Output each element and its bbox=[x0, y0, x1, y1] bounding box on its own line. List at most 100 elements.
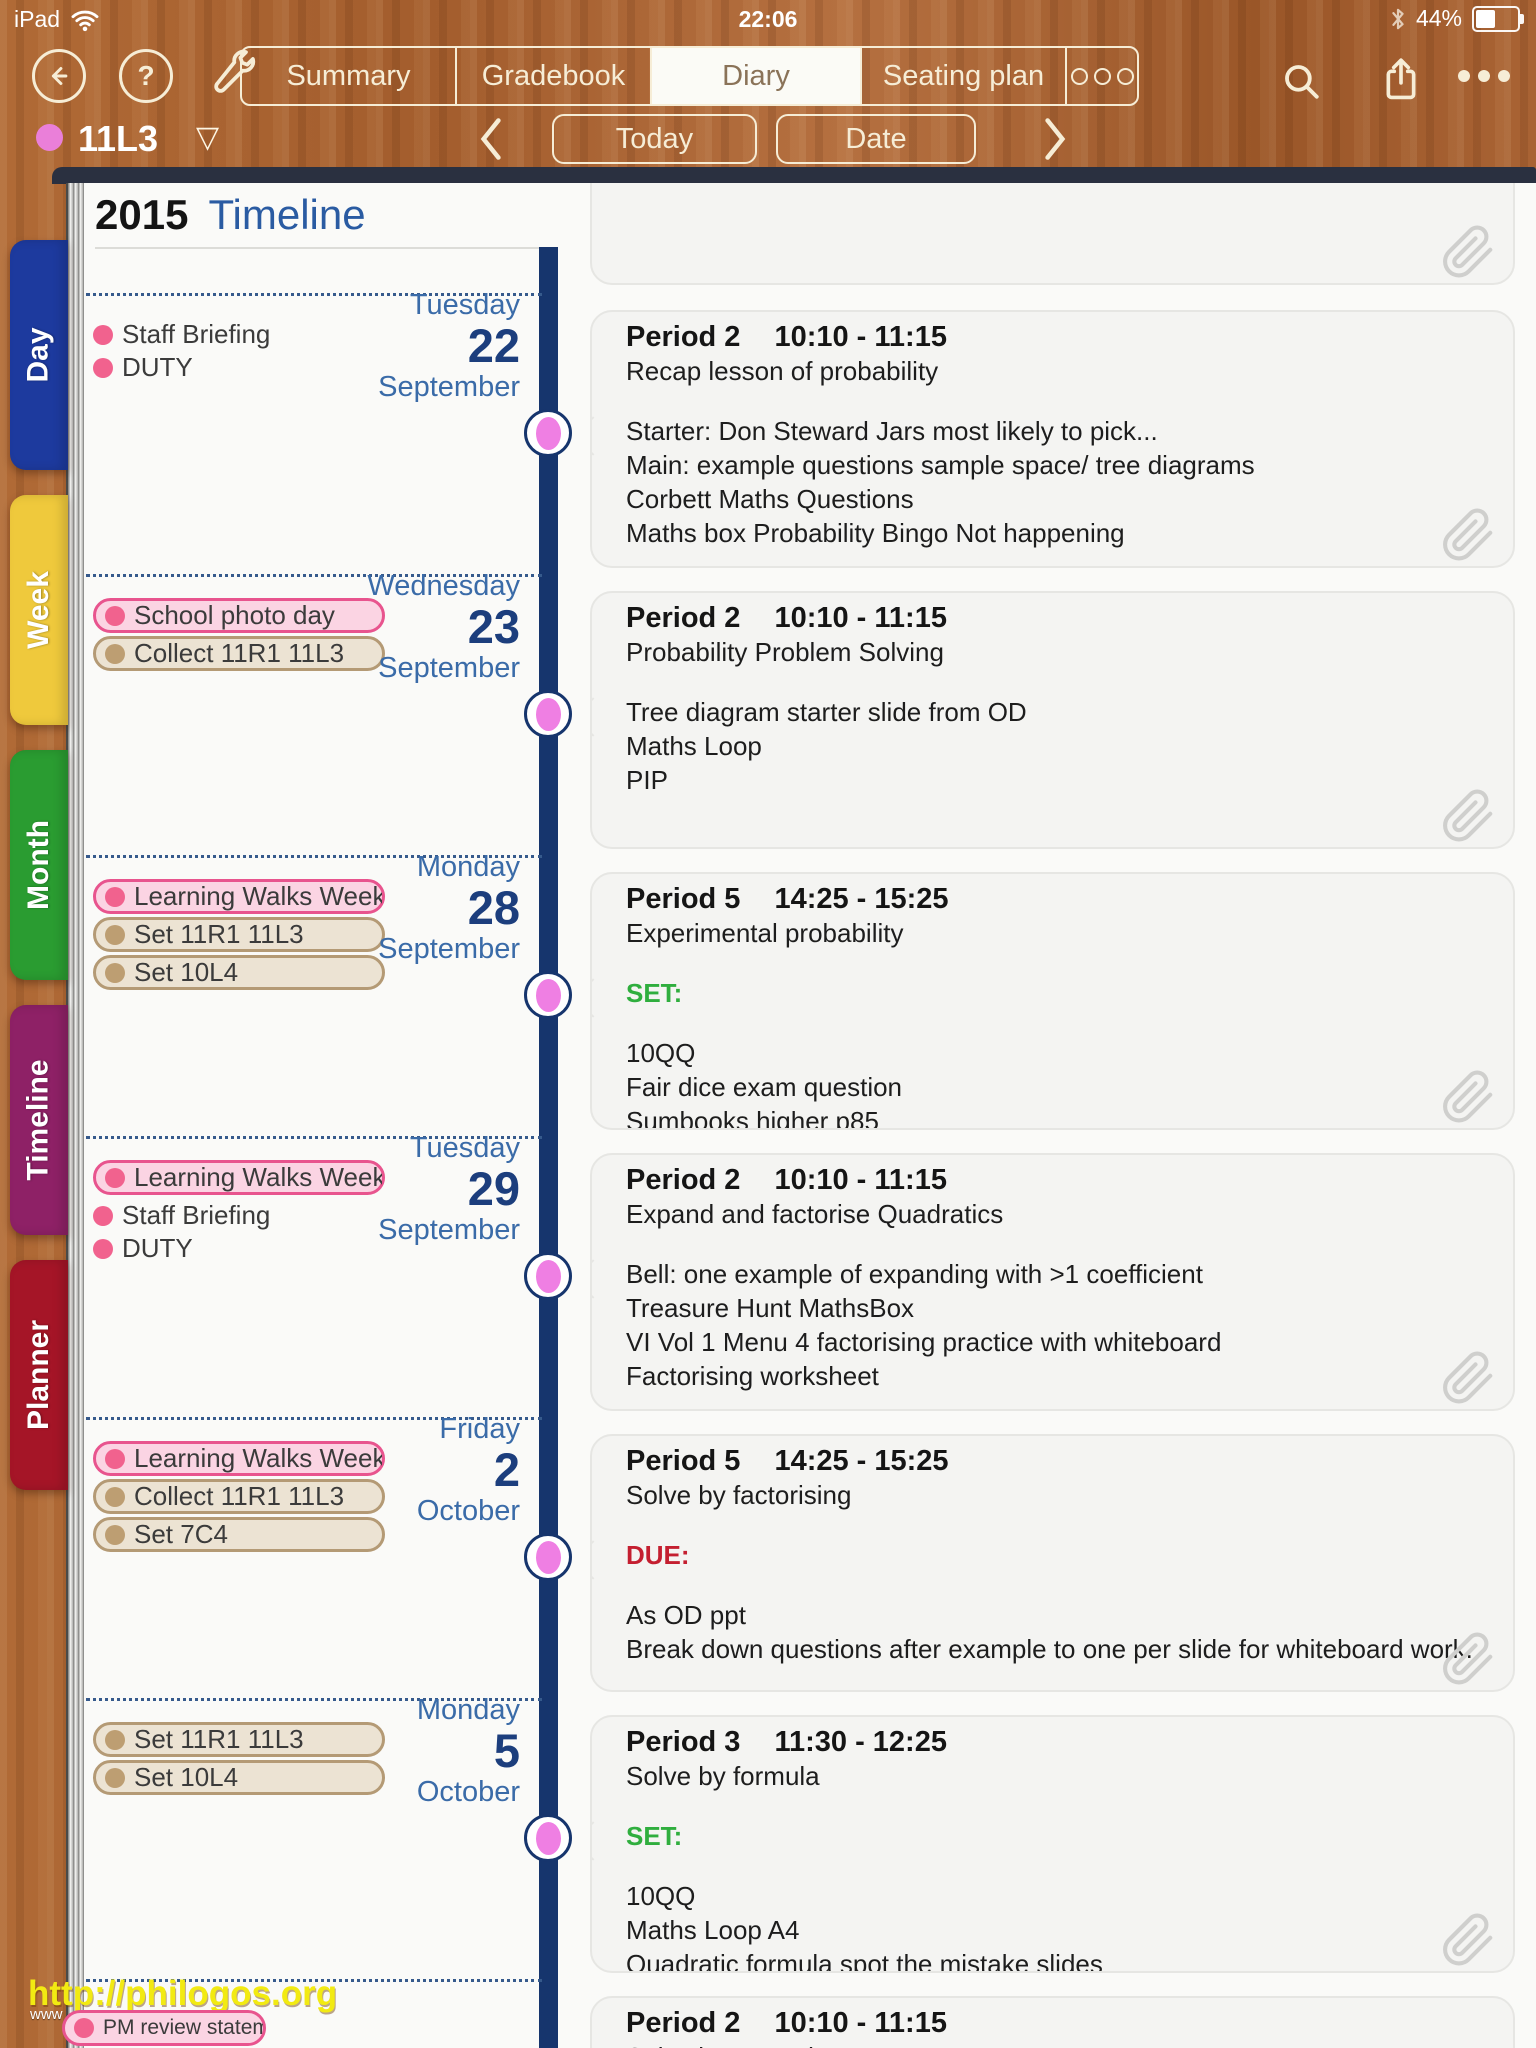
attachment-paperclip-icon[interactable] bbox=[1439, 223, 1497, 281]
view-tab-bar: Summary Gradebook Diary Seating plan bbox=[240, 46, 1139, 106]
side-tab-day[interactable]: Day bbox=[10, 240, 68, 470]
timeline-day-marker[interactable] bbox=[524, 409, 572, 457]
event-label: Set 10L4 bbox=[134, 1762, 239, 1792]
search-icon[interactable] bbox=[1280, 60, 1322, 102]
side-tab-week[interactable]: Week bbox=[10, 495, 68, 725]
lesson-note-line: Break down questions after example to on… bbox=[626, 1634, 1473, 1664]
day-separator bbox=[86, 1136, 542, 1139]
event-pill[interactable]: Set 7C4 bbox=[93, 1517, 385, 1552]
attachment-paperclip-icon[interactable] bbox=[1439, 787, 1497, 845]
next-date-chevron[interactable] bbox=[1042, 116, 1068, 162]
event-label: Staff Briefing bbox=[122, 1200, 271, 1230]
attachment-paperclip-icon[interactable] bbox=[1439, 1630, 1497, 1688]
side-tab-month[interactable]: Month bbox=[10, 750, 68, 980]
event-color-dot bbox=[105, 643, 125, 664]
battery-percent: 44% bbox=[1415, 5, 1462, 31]
lesson-period-time: Period 2 10:10 - 11:15 bbox=[626, 321, 947, 353]
more-menu-icon[interactable] bbox=[1458, 70, 1510, 82]
lesson-note-line: Fair dice exam question bbox=[626, 1072, 903, 1102]
tab-diary[interactable]: Diary bbox=[652, 48, 862, 104]
event-color-dot bbox=[105, 1767, 125, 1788]
tab-seating-plan[interactable]: Seating plan bbox=[862, 48, 1067, 104]
weekday-label: Tuesday bbox=[409, 289, 520, 321]
lesson-note-line: Starter: Don Steward Jars most likely to… bbox=[626, 416, 1158, 446]
event-pill[interactable]: Set 10L4 bbox=[93, 1760, 385, 1795]
lesson-due-label: DUE: bbox=[626, 1540, 690, 1570]
timeline-day-marker[interactable] bbox=[524, 1814, 572, 1862]
date-button[interactable]: Date bbox=[776, 114, 976, 164]
event-pill[interactable]: Learning Walks Week bbox=[93, 1441, 385, 1476]
toolbar: ? Summary Gradebook Diary Seating plan bbox=[0, 40, 1536, 108]
lesson-card-content: Period 2 10:10 - 11:15 Expand and factoris… bbox=[592, 1155, 1513, 1409]
header-divider bbox=[95, 247, 541, 249]
event-dot-item[interactable]: DUTY bbox=[93, 1231, 193, 1266]
attachment-paperclip-icon[interactable] bbox=[1439, 1068, 1497, 1126]
lesson-subtitle: Probability Problem Solving bbox=[626, 637, 944, 667]
event-pill[interactable]: Collect 11R1 11L3 bbox=[93, 636, 385, 671]
lesson-set-label: SET: bbox=[626, 1821, 683, 1851]
bluetooth-icon bbox=[1390, 6, 1406, 32]
class-bar: 11L3 ▽ Today Date bbox=[0, 108, 1536, 168]
attachment-paperclip-icon[interactable] bbox=[1439, 1349, 1497, 1407]
class-dropdown-icon[interactable]: ▽ bbox=[196, 121, 220, 154]
prev-date-chevron[interactable] bbox=[478, 116, 504, 162]
timeline-day-marker[interactable] bbox=[524, 971, 572, 1019]
attachment-paperclip-icon[interactable] bbox=[1439, 1911, 1497, 1969]
help-button[interactable]: ? bbox=[119, 49, 173, 103]
event-pill[interactable]: PM review stateme… bbox=[62, 2010, 266, 2046]
event-dot-item[interactable]: DUTY bbox=[93, 350, 193, 385]
class-selector[interactable]: 11L3 bbox=[78, 118, 159, 159]
side-tab-planner[interactable]: Planner bbox=[10, 1260, 68, 1490]
lesson-card[interactable]: Period 2 10:10 - 11:15 Recap lesson of pro… bbox=[590, 310, 1515, 568]
lesson-card[interactable]: Period 5 14:25 - 15:25 Experimental probab… bbox=[590, 872, 1515, 1130]
event-pill[interactable]: Learning Walks Week bbox=[93, 1160, 385, 1195]
clock: 22:06 bbox=[738, 6, 798, 32]
event-label: Learning Walks Week bbox=[134, 1443, 382, 1473]
event-pill[interactable]: School photo day bbox=[93, 598, 385, 633]
lesson-card[interactable]: Period 210:10 - 11:15Solve by Formula bbox=[590, 1996, 1515, 2048]
event-color-dot bbox=[105, 1524, 125, 1545]
lesson-note-line: Corbett Maths Questions bbox=[626, 484, 914, 514]
lesson-card[interactable]: Period 2 10:10 - 11:15 Expand and factoris… bbox=[590, 1153, 1515, 1411]
attachment-paperclip-icon[interactable] bbox=[1439, 506, 1497, 564]
back-button[interactable] bbox=[32, 49, 86, 103]
event-pill[interactable]: Collect 11R1 11L3 bbox=[93, 1479, 385, 1514]
timeline-day-marker[interactable] bbox=[524, 1252, 572, 1300]
tab-gradebook[interactable]: Gradebook bbox=[457, 48, 652, 104]
lesson-subtitle: Solve by factorising bbox=[626, 1480, 852, 1510]
date-block: Monday 5 October bbox=[220, 1692, 520, 1810]
lesson-note-line: Sumbooks higher p85 bbox=[626, 1106, 879, 1128]
event-pill[interactable]: Set 10L4 bbox=[93, 955, 385, 990]
tab-summary[interactable]: Summary bbox=[242, 48, 457, 104]
today-button[interactable]: Today bbox=[552, 114, 757, 164]
event-label: Set 11R1 11L3 bbox=[134, 919, 304, 949]
lesson-subtitle: Recap lesson of probability bbox=[626, 356, 939, 386]
event-color-dot bbox=[105, 962, 125, 983]
event-pill[interactable]: Set 11R1 11L3 bbox=[93, 1722, 385, 1757]
event-dot-item[interactable]: Staff Briefing bbox=[93, 1198, 270, 1233]
event-label: Staff Briefing bbox=[122, 319, 271, 349]
side-tab-timeline[interactable]: Timeline bbox=[10, 1005, 68, 1235]
lesson-card[interactable]: Period 3 11:30 - 12:25 Solve by formula SET… bbox=[590, 1715, 1515, 1973]
timeline-day-marker[interactable] bbox=[524, 690, 572, 738]
status-bar: iPad 22:06 44% bbox=[0, 0, 1536, 40]
lesson-card[interactable]: Period 5 14:25 - 15:25 Solve by factorisin… bbox=[590, 1434, 1515, 1692]
month-label: October bbox=[416, 1495, 520, 1527]
share-icon[interactable] bbox=[1378, 56, 1424, 102]
timeline-day-marker[interactable] bbox=[524, 1533, 572, 1581]
event-pill[interactable]: Set 11R1 11L3 bbox=[93, 917, 385, 952]
lesson-card[interactable]: Period 2 10:10 - 11:15 Probability Problem… bbox=[590, 591, 1515, 849]
tab-more-dots[interactable] bbox=[1067, 48, 1137, 104]
side-tab-label: Day bbox=[21, 327, 55, 383]
class-color-marker bbox=[535, 416, 561, 450]
day-number: 23 bbox=[467, 600, 520, 653]
lesson-card[interactable] bbox=[590, 183, 1515, 285]
lesson-note-line: Tree diagram starter slide from OD bbox=[626, 697, 1027, 727]
lesson-card-content: Period 2 10:10 - 11:15 Probability Problem… bbox=[592, 593, 1513, 847]
tools-wrench-button[interactable] bbox=[206, 49, 256, 99]
lesson-note-line: PIP bbox=[626, 765, 668, 795]
event-dot-item[interactable]: Staff Briefing bbox=[93, 317, 270, 352]
event-pill[interactable]: Learning Walks Week bbox=[93, 879, 385, 914]
timeline-page: 2015 Timeline Staff Briefing DUTY Tuesday 22… bbox=[84, 183, 1536, 2048]
side-tab-label: Week bbox=[22, 571, 56, 649]
